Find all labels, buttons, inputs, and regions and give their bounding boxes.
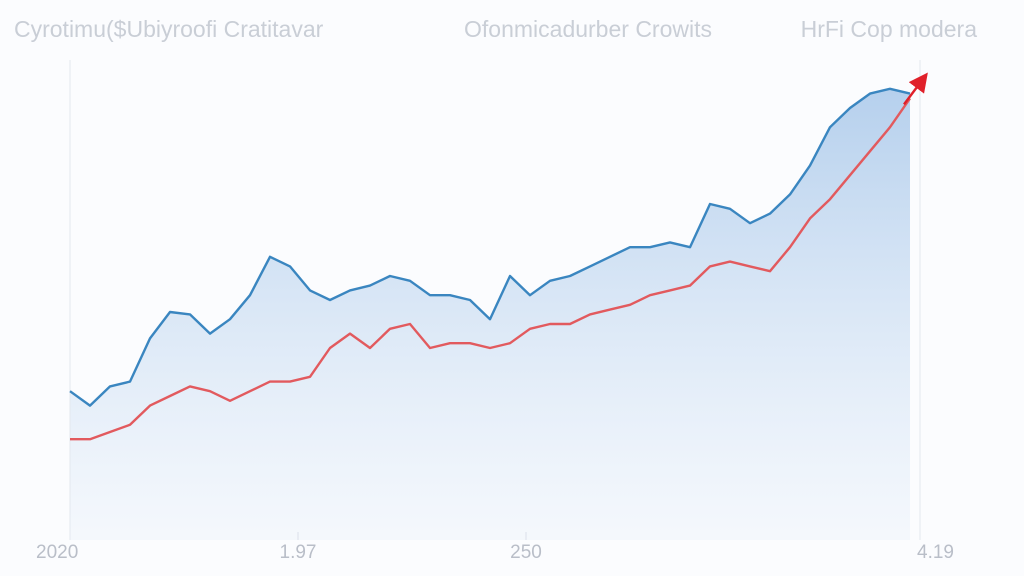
arrow-head — [903, 72, 928, 106]
series-line — [69, 87, 911, 407]
x-tick-label: 1.97 — [280, 542, 317, 563]
x-tick-label: 2020 — [36, 542, 78, 563]
area — [70, 88, 910, 541]
x-tick-label: 4.19 — [917, 542, 954, 563]
header-center: Ofonmicadurber Crowits — [464, 16, 712, 42]
x-tick-label: 250 — [510, 542, 542, 563]
header-left: Cyrotimu($Ubiyroofi Cratitavar — [14, 16, 324, 42]
series-line — [70, 97, 911, 441]
header-right: HrFi Cop modera — [801, 16, 978, 42]
